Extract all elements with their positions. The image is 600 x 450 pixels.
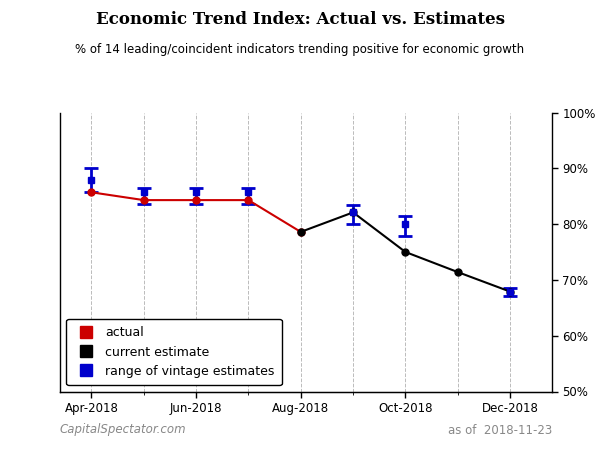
Text: CapitalSpectator.com: CapitalSpectator.com [60,423,187,436]
Text: Economic Trend Index: Actual vs. Estimates: Economic Trend Index: Actual vs. Estimat… [95,11,505,28]
Text: as of  2018-11-23: as of 2018-11-23 [448,423,552,436]
Text: % of 14 leading/coincident indicators trending positive for economic growth: % of 14 leading/coincident indicators tr… [76,43,524,56]
Legend: actual, current estimate, range of vintage estimates: actual, current estimate, range of vinta… [66,319,282,385]
